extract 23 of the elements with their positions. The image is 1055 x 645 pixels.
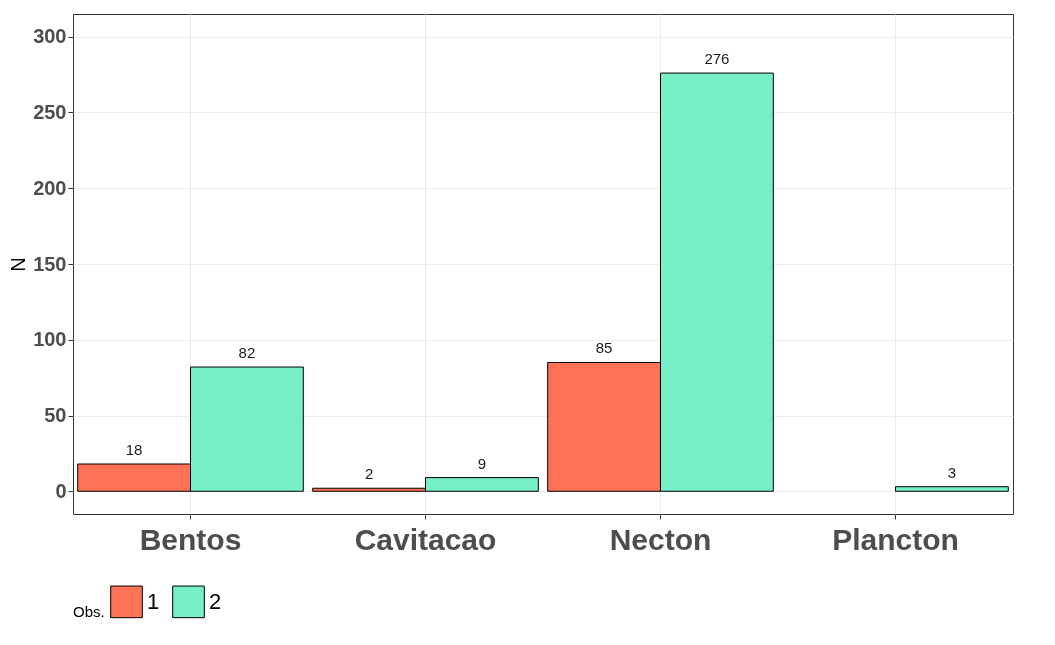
x-tick-label: Cavitacao [354,522,497,556]
legend-label: 2 [209,588,222,614]
y-tick-label: 50 [44,404,67,427]
y-tick-label: 200 [33,176,67,199]
y-axis-title: N [7,257,30,272]
legend-label: 1 [147,588,160,614]
x-tick-label: Bentos [139,522,242,556]
x-tick-label: Necton [609,522,712,556]
y-tick-label: 0 [55,479,67,502]
legend-title: Obs. [73,603,105,620]
data-label: 2 [364,465,374,483]
bar [895,486,1009,492]
data-label: 18 [125,441,143,458]
data-label: 85 [595,339,613,357]
x-tick-label: Plancton [832,522,959,556]
data-label: 82 [238,344,256,362]
y-tick-label: 100 [33,328,67,351]
y-tick-label: 300 [33,25,67,48]
y-tick-label: 150 [33,252,67,275]
data-label: 9 [477,454,487,472]
data-label: 3 [947,463,957,481]
y-tick-label: 250 [33,100,67,123]
data-label: 276 [704,50,730,68]
